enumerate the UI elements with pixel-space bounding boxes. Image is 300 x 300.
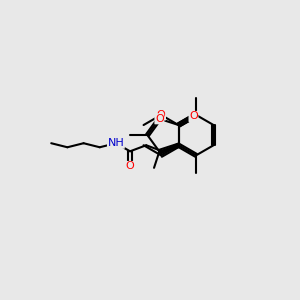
Text: O: O: [189, 111, 198, 122]
Text: O: O: [157, 110, 165, 120]
Text: NH: NH: [107, 138, 124, 148]
Text: O: O: [126, 161, 134, 172]
Text: O: O: [155, 114, 164, 124]
